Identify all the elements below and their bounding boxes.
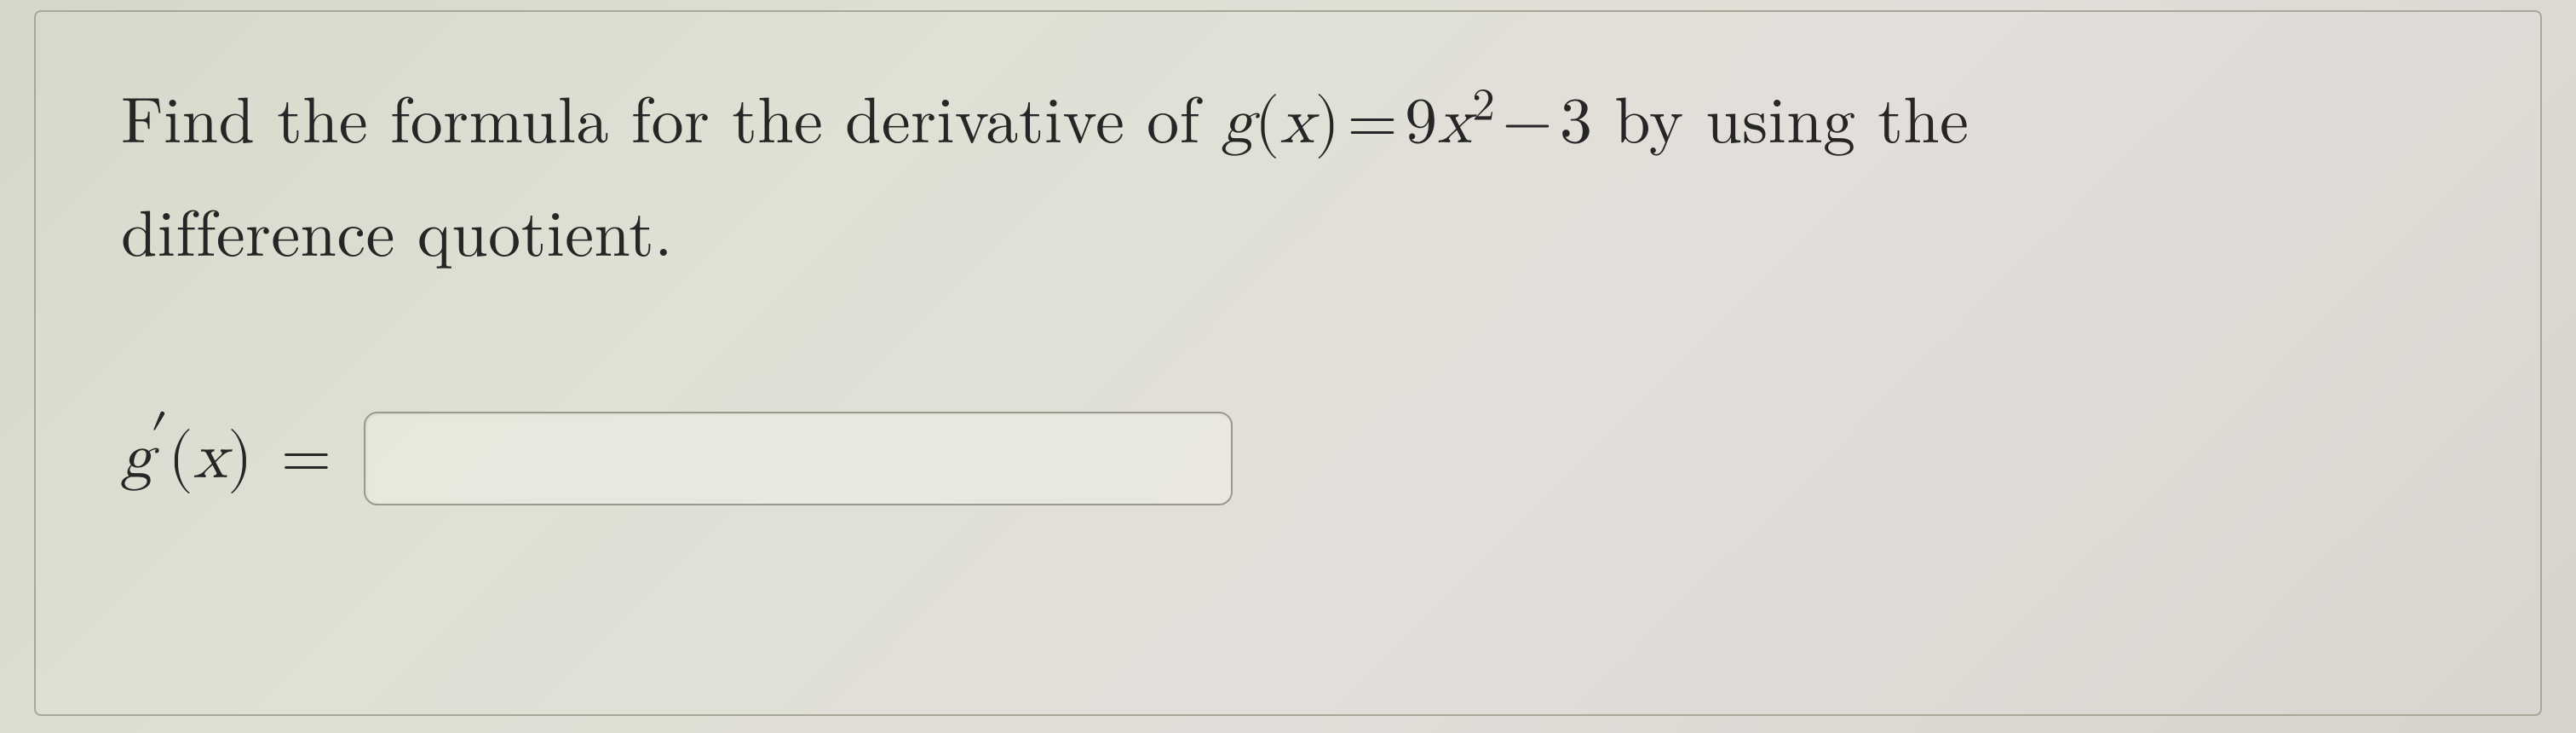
prime-symbol: ′ xyxy=(150,409,168,467)
rhs-const: 3 xyxy=(1560,90,1593,155)
derivative-answer-input[interactable] xyxy=(364,412,1233,505)
func-arg: x xyxy=(1280,90,1315,155)
question-suffix: by using the xyxy=(1593,70,1969,162)
answer-open-paren: ( xyxy=(168,425,193,490)
answer-label: g′(x) = xyxy=(121,419,338,497)
question-text-block: Find the formula for the derivative of g… xyxy=(121,63,2455,284)
question-container: Find the formula for the derivative of g… xyxy=(34,10,2542,716)
rhs-var: x xyxy=(1438,90,1473,155)
func-name: g xyxy=(1222,90,1255,155)
answer-arg: x xyxy=(193,425,227,490)
rhs-exponent: 2 xyxy=(1472,84,1495,130)
answer-close-paren: ) xyxy=(227,425,253,490)
open-paren: ( xyxy=(1255,90,1280,155)
answer-equals: = xyxy=(274,425,338,490)
equals-op: = xyxy=(1341,90,1406,155)
answer-func-name: g xyxy=(121,425,153,490)
answer-row: g′(x) = xyxy=(121,412,2455,505)
minus-op: − xyxy=(1495,90,1560,155)
close-paren: ) xyxy=(1314,90,1340,155)
question-line2: difference quotient. xyxy=(121,183,673,275)
question-prefix: Find the formula for the derivative of xyxy=(121,70,1222,162)
function-expression: g(x)=9x2−3 xyxy=(1222,90,1592,155)
rhs-coeff: 9 xyxy=(1405,90,1438,155)
